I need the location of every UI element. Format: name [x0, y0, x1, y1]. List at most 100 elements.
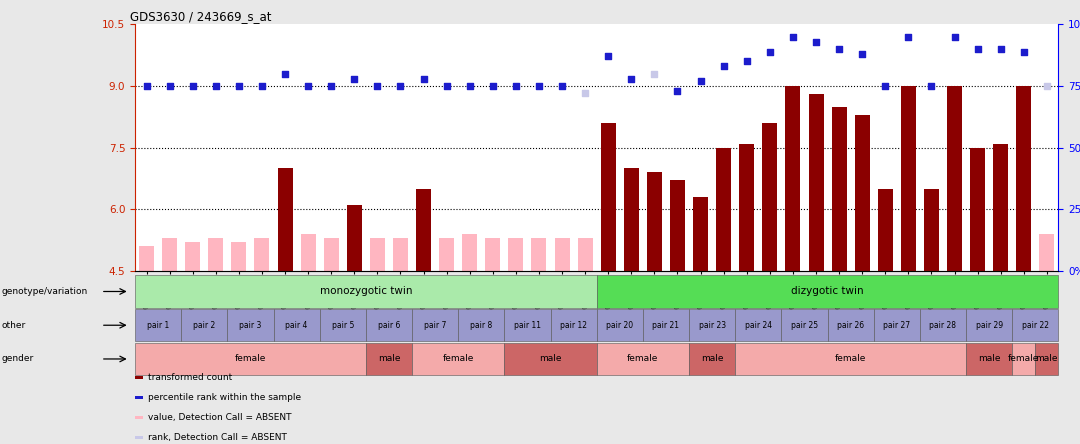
Text: dizygotic twin: dizygotic twin: [792, 286, 864, 297]
Text: female: female: [234, 354, 266, 364]
Bar: [901, 86, 916, 271]
Bar: [369, 238, 384, 271]
Bar: [139, 246, 154, 271]
Point: [161, 83, 178, 90]
Bar: [393, 238, 408, 271]
Text: transformed count: transformed count: [148, 373, 232, 382]
Bar: [809, 94, 824, 271]
Point: [623, 75, 640, 82]
Bar: [162, 238, 177, 271]
Bar: [832, 107, 847, 271]
Text: female: female: [443, 354, 474, 364]
Text: pair 7: pair 7: [424, 321, 446, 330]
Bar: [994, 143, 1009, 271]
Point: [254, 83, 271, 90]
Bar: [854, 115, 869, 271]
Text: percentile rank within the sample: percentile rank within the sample: [148, 393, 301, 402]
Point: [184, 83, 201, 90]
Bar: [347, 205, 362, 271]
Point: [461, 83, 478, 90]
Point: [738, 58, 755, 65]
Text: female: female: [1008, 354, 1039, 364]
Bar: [970, 148, 985, 271]
Point: [599, 53, 617, 60]
Point: [831, 46, 848, 53]
Bar: [923, 189, 939, 271]
Bar: [509, 238, 524, 271]
Text: pair 27: pair 27: [883, 321, 910, 330]
Text: pair 5: pair 5: [332, 321, 354, 330]
Bar: [670, 181, 685, 271]
Point: [969, 46, 986, 53]
Point: [438, 83, 456, 90]
Text: pair 22: pair 22: [1022, 321, 1049, 330]
Text: pair 3: pair 3: [240, 321, 261, 330]
Point: [207, 83, 225, 90]
Point: [946, 33, 963, 40]
Point: [276, 70, 294, 77]
Point: [646, 70, 663, 77]
Text: male: male: [977, 354, 1000, 364]
Text: pair 6: pair 6: [378, 321, 400, 330]
Text: male: male: [701, 354, 724, 364]
Bar: [554, 238, 569, 271]
Point: [415, 75, 432, 82]
Point: [368, 83, 386, 90]
Text: pair 2: pair 2: [193, 321, 215, 330]
Text: pair 26: pair 26: [837, 321, 864, 330]
Bar: [416, 189, 431, 271]
Point: [784, 33, 801, 40]
Bar: [462, 234, 477, 271]
Text: gender: gender: [1, 354, 33, 364]
Bar: [1039, 234, 1054, 271]
Text: pair 21: pair 21: [652, 321, 679, 330]
Point: [230, 83, 247, 90]
Point: [922, 83, 940, 90]
Bar: [578, 238, 593, 271]
Text: pair 4: pair 4: [285, 321, 308, 330]
Bar: [878, 189, 893, 271]
Point: [993, 46, 1010, 53]
Point: [530, 83, 548, 90]
Bar: [185, 242, 200, 271]
Point: [299, 83, 316, 90]
Point: [323, 83, 340, 90]
Text: pair 24: pair 24: [745, 321, 772, 330]
Text: pair 12: pair 12: [561, 321, 588, 330]
Point: [1015, 48, 1032, 55]
Point: [900, 33, 917, 40]
Text: pair 1: pair 1: [147, 321, 170, 330]
Point: [346, 75, 363, 82]
Bar: [600, 123, 616, 271]
Bar: [647, 172, 662, 271]
Point: [1038, 83, 1055, 90]
Text: pair 28: pair 28: [930, 321, 957, 330]
Text: female: female: [627, 354, 659, 364]
Bar: [485, 238, 500, 271]
Point: [508, 83, 525, 90]
Text: male: male: [378, 354, 401, 364]
Bar: [324, 238, 339, 271]
Text: male: male: [539, 354, 562, 364]
Point: [577, 90, 594, 97]
Point: [761, 48, 779, 55]
Bar: [300, 234, 315, 271]
Text: GDS3630 / 243669_s_at: GDS3630 / 243669_s_at: [131, 10, 272, 23]
Bar: [1016, 86, 1031, 271]
Text: female: female: [835, 354, 866, 364]
Bar: [231, 242, 246, 271]
Point: [877, 83, 894, 90]
Bar: [440, 238, 455, 271]
Text: pair 11: pair 11: [514, 321, 541, 330]
Text: pair 20: pair 20: [606, 321, 633, 330]
Bar: [531, 238, 546, 271]
Bar: [255, 238, 270, 271]
Point: [669, 87, 686, 95]
Text: pair 8: pair 8: [470, 321, 492, 330]
Bar: [208, 238, 224, 271]
Text: other: other: [1, 321, 25, 330]
Text: male: male: [1036, 354, 1058, 364]
Bar: [762, 123, 778, 271]
Text: value, Detection Call = ABSENT: value, Detection Call = ABSENT: [148, 413, 292, 422]
Text: genotype/variation: genotype/variation: [1, 287, 87, 296]
